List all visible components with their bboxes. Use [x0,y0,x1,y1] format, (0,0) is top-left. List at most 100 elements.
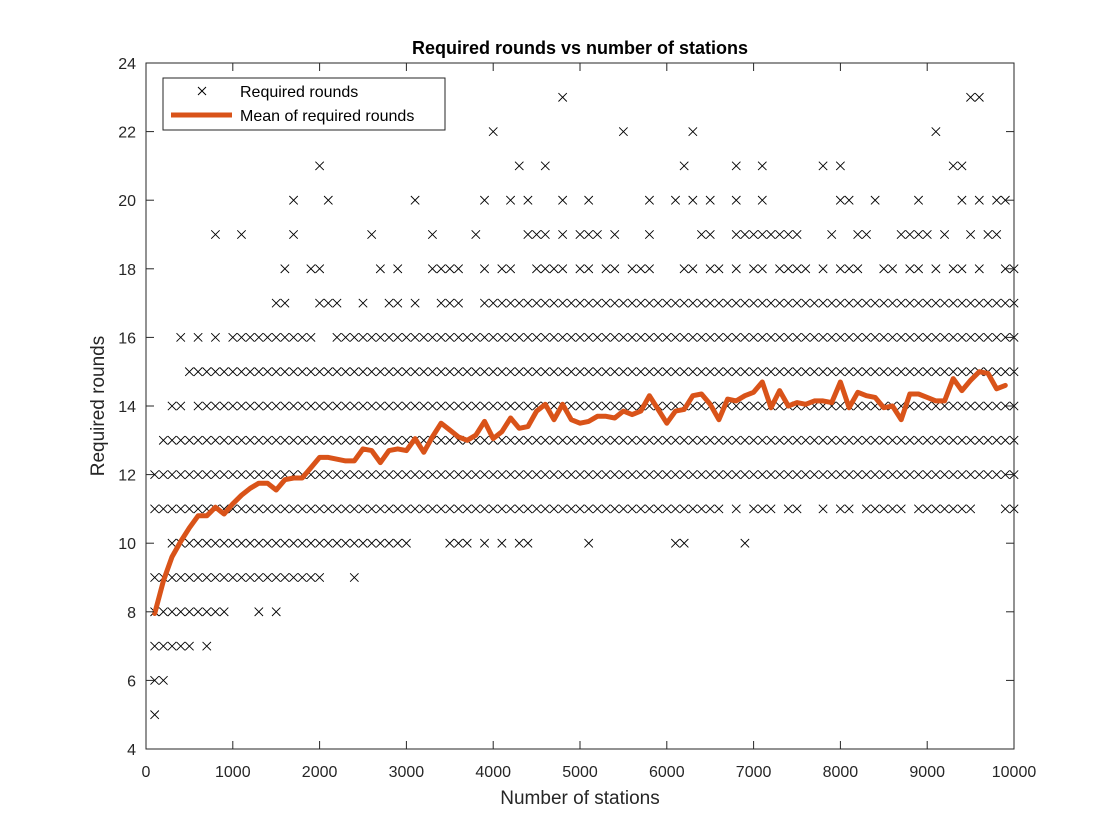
scatter-point [540,332,550,342]
scatter-point [1000,264,1010,274]
scatter-point [462,470,472,480]
scatter-point [306,504,316,514]
scatter-point [254,367,264,377]
scatter-point [749,229,759,240]
scatter-point [358,538,368,548]
scatter-point [948,435,958,445]
scatter-point [870,298,880,308]
scatter-point [532,435,542,445]
scatter-point [488,504,498,514]
scatter-point [905,367,915,377]
scatter-point [271,367,281,377]
scatter-point [636,470,646,480]
scatter-point [480,367,490,377]
scatter-point [202,538,212,548]
scatter-point [289,401,299,411]
scatter-point [992,332,1002,342]
scatter-point [775,264,785,274]
scatter-point [757,229,767,240]
scatter-point [1000,435,1010,445]
legend-label-required-rounds: Required rounds [240,84,358,101]
scatter-point [306,435,316,445]
scatter-point [914,401,924,411]
scatter-point [427,401,437,411]
scatter-point [558,298,568,308]
scatter-point [697,401,707,411]
scatter-point [254,332,264,342]
scatter-point [436,367,446,377]
scatter-point [705,470,715,480]
scatter-point [679,298,689,308]
scatter-point [158,504,168,514]
scatter-point [453,332,463,342]
scatter-point [870,195,880,205]
scatter-point [922,229,932,240]
scatter-point [236,504,246,514]
scatter-point [896,435,906,445]
scatter-point [566,332,576,342]
scatter-point [445,504,455,514]
scatter-point [766,435,776,445]
scatter-point [323,538,333,548]
scatter-point [644,435,654,445]
scatter-point [210,538,220,548]
scatter-point [532,470,542,480]
scatter-point [610,367,620,377]
scatter-point [219,435,229,445]
scatter-point [627,504,637,514]
scatter-point [844,504,854,514]
scatter-point [610,264,620,274]
scatter-point [610,229,620,240]
scatter-point [167,607,177,617]
scatter-point [705,195,715,205]
scatter-point [566,435,576,445]
scatter-point [506,367,516,377]
scatter-point [948,470,958,480]
scatter-point [940,229,950,240]
scatter-point [236,401,246,411]
scatter-point [254,538,264,548]
scatter-point [714,298,724,308]
scatter-point [419,401,429,411]
scatter-point [436,298,446,308]
scatter-point [410,470,420,480]
scatter-point [723,435,733,445]
scatter-point [601,504,611,514]
scatter-point [705,332,715,342]
scatter-point [480,298,490,308]
scatter-point [966,435,976,445]
scatter-point [835,470,845,480]
scatter-point [783,298,793,308]
scatter-point [367,367,377,377]
x-tick-label: 2000 [302,764,338,781]
scatter-point [914,367,924,377]
scatter-point [210,332,220,342]
scatter-point [176,470,186,480]
scatter-point [931,298,941,308]
scatter-point [176,435,186,445]
scatter-point [879,435,889,445]
scatter-point [731,367,741,377]
scatter-point [940,367,950,377]
scatter-point [887,504,897,514]
scatter-point [480,470,490,480]
scatter-point [792,470,802,480]
scatter-point [506,264,516,274]
scatter-point [263,572,273,583]
scatter-point [775,332,785,342]
scatter-point [670,470,680,480]
scatter-point [384,538,394,548]
scatter-point [697,298,707,308]
scatter-point [896,298,906,308]
scatter-point [731,470,741,480]
scatter-point [887,332,897,342]
scatter-point [792,332,802,342]
x-tick-label: 3000 [389,764,425,781]
scatter-point [818,161,828,171]
scatter-point [740,298,750,308]
scatter-point [705,504,715,514]
scatter-point [289,504,299,514]
scatter-point [150,572,160,583]
scatter-point [688,298,698,308]
scatter-point [575,229,585,240]
